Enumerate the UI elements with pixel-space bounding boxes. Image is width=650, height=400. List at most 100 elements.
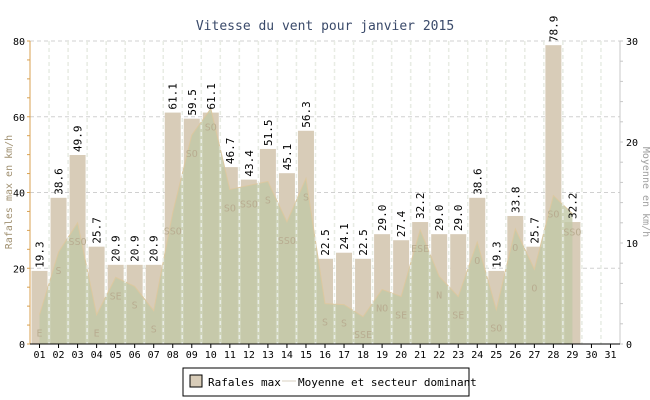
x-tick-label-29: 29	[566, 350, 578, 361]
bar-value-label-29: 32.2	[566, 193, 579, 220]
sector-label-09: SO	[186, 149, 198, 160]
sector-label-25: SO	[490, 324, 502, 335]
x-tick-label-12: 12	[243, 350, 255, 361]
sector-label-23: SE	[452, 311, 464, 322]
x-tick-label-21: 21	[414, 350, 426, 361]
bar-value-label-09: 59.5	[186, 89, 199, 116]
sector-label-27: O	[531, 283, 537, 294]
x-tick-label-07: 07	[148, 350, 160, 361]
bar-value-label-10: 61.1	[205, 83, 218, 110]
x-tick-label-23: 23	[452, 350, 464, 361]
bar-value-label-12: 43.4	[243, 150, 256, 177]
bar-value-label-14: 45.1	[281, 144, 294, 171]
bar-value-label-20: 27.4	[395, 210, 408, 237]
sector-label-10: SO	[205, 123, 217, 134]
x-tick-label-15: 15	[300, 350, 312, 361]
sector-label-08: SSO	[164, 227, 182, 238]
chart-title: Vitesse du vent pour janvier 2015	[196, 19, 454, 34]
sector-label-24: O	[474, 256, 480, 267]
bar-value-label-06: 20.9	[129, 235, 142, 262]
bar-value-label-05: 20.9	[110, 235, 123, 262]
x-tick-label-31: 31	[604, 350, 616, 361]
y-tick-label: 40	[13, 189, 25, 200]
sector-label-16: S	[322, 318, 328, 329]
legend-label-moyenne: Moyenne et secteur dominant	[298, 376, 477, 389]
y2-tick-label: 30	[626, 37, 638, 48]
bar-value-label-02: 38.6	[53, 168, 66, 195]
bar-value-label-22: 29.0	[433, 205, 446, 232]
x-tick-label-09: 09	[186, 350, 198, 361]
x-tick-label-10: 10	[205, 350, 217, 361]
sector-label-29: SSO	[563, 228, 581, 239]
sector-label-21: ESE	[411, 244, 429, 255]
legend: Rafales max Moyenne et secteur dominant	[182, 367, 477, 397]
sector-label-04: E	[94, 329, 100, 340]
x-tick-label-24: 24	[471, 350, 483, 361]
y2-tick-label: 10	[626, 239, 638, 250]
sector-label-07: S	[151, 325, 157, 336]
x-tick-label-26: 26	[509, 350, 521, 361]
sector-label-15: S	[303, 192, 309, 203]
bar-value-label-17: 24.1	[338, 223, 351, 250]
sector-label-13: S	[265, 195, 271, 206]
x-tick-label-01: 01	[33, 350, 45, 361]
x-tick-label-08: 08	[167, 350, 179, 361]
sector-label-18: SSE	[354, 330, 372, 341]
x-tick-label-11: 11	[224, 350, 236, 361]
x-tick-label-18: 18	[357, 350, 369, 361]
bar-value-label-28: 78.9	[547, 16, 560, 43]
x-tick-label-19: 19	[376, 350, 388, 361]
x-tick-label-03: 03	[72, 350, 84, 361]
x-tick-label-22: 22	[433, 350, 445, 361]
y-axis-label: Rafales max en km/h	[4, 135, 15, 249]
legend-label-rafales: Rafales max	[208, 376, 281, 389]
x-tick-label-06: 06	[129, 350, 141, 361]
average-area	[39, 108, 573, 344]
bar-value-label-27: 25.7	[528, 217, 541, 244]
sector-label-11: SO	[224, 203, 236, 214]
x-tick-label-14: 14	[281, 350, 293, 361]
bar-value-label-23: 29.0	[452, 205, 465, 232]
sector-label-28: SO	[547, 210, 559, 221]
bar-value-label-13: 51.5	[262, 119, 275, 146]
y-tick-label: 20	[13, 264, 25, 275]
bar-value-label-11: 46.7	[224, 138, 237, 165]
bar-value-label-08: 61.1	[167, 83, 180, 110]
x-tick-label-25: 25	[490, 350, 502, 361]
y-tick-label: 0	[19, 340, 25, 351]
sector-label-26: O	[512, 243, 518, 254]
bar-value-label-04: 25.7	[91, 217, 104, 244]
sector-label-03: SSO	[69, 237, 87, 248]
y2-tick-label: 20	[626, 138, 638, 149]
bar-value-label-19: 29.0	[376, 205, 389, 232]
y-tick-label: 60	[13, 113, 25, 124]
bar-value-label-01: 19.3	[34, 241, 47, 268]
x-tick-label-30: 30	[585, 350, 597, 361]
x-tick-label-04: 04	[91, 350, 103, 361]
y2-axis-label: Moyenne en km/h	[640, 147, 650, 237]
legend-swatch-rafales	[189, 374, 203, 388]
sector-label-14: SSO	[278, 236, 296, 247]
x-tick-label-05: 05	[110, 350, 122, 361]
x-tick-label-27: 27	[528, 350, 540, 361]
x-tick-label-17: 17	[338, 350, 350, 361]
sector-label-05: SE	[110, 291, 122, 302]
y-tick-label: 80	[13, 37, 25, 48]
bar-value-label-25: 19.3	[490, 241, 503, 267]
bar-value-label-16: 22.5	[319, 229, 332, 256]
average-line	[39, 107, 573, 318]
sector-label-01: E	[37, 329, 43, 340]
sector-label-19: NO	[376, 303, 388, 314]
x-tick-label-02: 02	[53, 350, 65, 361]
bar-value-label-03: 49.9	[72, 126, 85, 153]
x-tick-label-13: 13	[262, 350, 274, 361]
sector-label-02: S	[56, 266, 62, 277]
bar-value-label-21: 32.2	[414, 193, 427, 220]
sector-label-17: S	[341, 319, 347, 330]
y2-tick-label: 0	[626, 340, 632, 351]
x-tick-label-16: 16	[319, 350, 331, 361]
bar-value-label-26: 33.8	[509, 186, 522, 213]
bar-value-label-07: 20.9	[148, 235, 161, 262]
sector-label-20: SE	[395, 311, 407, 322]
